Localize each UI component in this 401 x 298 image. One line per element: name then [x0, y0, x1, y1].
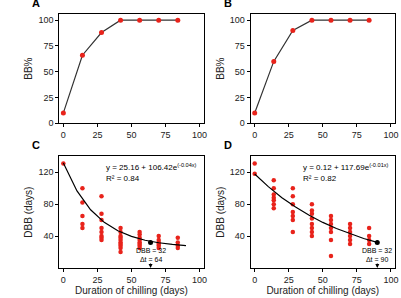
svg-text:25: 25 — [92, 130, 102, 140]
svg-text:75: 75 — [161, 130, 171, 140]
svg-text:75: 75 — [352, 130, 362, 140]
svg-text:40: 40 — [235, 231, 245, 241]
svg-text:50: 50 — [126, 275, 136, 285]
svg-text:100: 100 — [38, 15, 53, 25]
svg-text:100: 100 — [230, 15, 245, 25]
svg-text:120: 120 — [230, 167, 245, 177]
svg-text:A: A — [32, 0, 40, 9]
svg-text:100: 100 — [192, 130, 207, 140]
svg-text:80: 80 — [235, 199, 245, 209]
svg-text:y = 0.12 + 117.69e​(-0.01x)​R²: y = 0.12 + 117.69e​(-0.01x)​R² = 0.82 — [303, 162, 389, 183]
svg-text:25: 25 — [284, 275, 294, 285]
svg-text:BB%: BB% — [215, 57, 226, 79]
svg-text:50: 50 — [318, 130, 328, 140]
svg-text:50: 50 — [126, 130, 136, 140]
svg-text:75: 75 — [352, 275, 362, 285]
svg-text:0: 0 — [252, 275, 257, 285]
svg-text:DBB = 32Δt = 64: DBB = 32Δt = 64 — [136, 247, 166, 263]
svg-text:25: 25 — [92, 275, 102, 285]
svg-text:75: 75 — [161, 275, 171, 285]
svg-text:0: 0 — [61, 275, 66, 285]
svg-text:0: 0 — [240, 118, 245, 128]
svg-text:25: 25 — [284, 130, 294, 140]
svg-text:DBB (days): DBB (days) — [23, 187, 34, 238]
svg-text:C: C — [32, 139, 40, 151]
svg-text:50: 50 — [318, 275, 328, 285]
svg-text:D: D — [224, 139, 232, 151]
svg-text:B: B — [224, 0, 232, 9]
svg-text:Duration of chilling (days): Duration of chilling (days) — [75, 285, 188, 296]
svg-text:0: 0 — [61, 130, 66, 140]
svg-text:BB%: BB% — [23, 57, 34, 79]
svg-text:100: 100 — [383, 130, 398, 140]
svg-text:40: 40 — [43, 231, 53, 241]
svg-text:0: 0 — [48, 118, 53, 128]
svg-text:y = 25.16 + 106.42e​(-0.04x)​R: y = 25.16 + 106.42e​(-0.04x)​R² = 0.84 — [106, 162, 197, 183]
svg-text:DBB = 32Δt = 90: DBB = 32Δt = 90 — [362, 247, 392, 263]
svg-text:0: 0 — [252, 130, 257, 140]
svg-text:Duration of chilling (days): Duration of chilling (days) — [266, 285, 379, 296]
svg-text:100: 100 — [192, 275, 207, 285]
svg-text:120: 120 — [38, 167, 53, 177]
svg-text:25: 25 — [43, 93, 53, 103]
svg-text:75: 75 — [235, 41, 245, 51]
svg-text:DBB (days): DBB (days) — [215, 187, 226, 238]
svg-text:25: 25 — [235, 93, 245, 103]
svg-text:100: 100 — [383, 275, 398, 285]
svg-text:75: 75 — [43, 41, 53, 51]
svg-text:80: 80 — [43, 199, 53, 209]
svg-text:50: 50 — [235, 67, 245, 77]
svg-text:50: 50 — [43, 67, 53, 77]
